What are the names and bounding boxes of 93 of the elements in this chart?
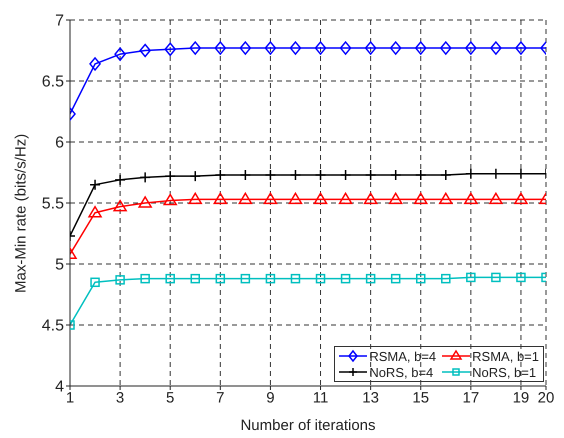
point bbox=[190, 274, 200, 284]
x-axis-title: Number of iterations bbox=[240, 417, 376, 434]
point bbox=[290, 274, 300, 284]
point bbox=[238, 192, 252, 204]
point bbox=[165, 274, 175, 284]
point bbox=[414, 192, 428, 204]
x-tick-label: 13 bbox=[362, 390, 379, 407]
point bbox=[440, 41, 452, 55]
point bbox=[139, 44, 151, 58]
point bbox=[264, 41, 276, 55]
y-tick-label: 4.5 bbox=[42, 318, 64, 335]
point bbox=[338, 192, 352, 204]
point bbox=[140, 274, 150, 284]
point bbox=[388, 192, 402, 204]
y-tick-label: 6 bbox=[55, 134, 64, 152]
x-tick-label: 9 bbox=[266, 390, 275, 407]
x-tick-label: 15 bbox=[412, 390, 430, 407]
point bbox=[316, 274, 326, 284]
point bbox=[114, 174, 126, 186]
point bbox=[264, 169, 276, 181]
point bbox=[489, 192, 503, 204]
point bbox=[290, 41, 302, 55]
x-tick-label: 1 bbox=[66, 390, 74, 407]
point bbox=[114, 47, 126, 61]
point bbox=[188, 192, 202, 204]
point bbox=[441, 274, 451, 284]
point bbox=[514, 192, 528, 204]
point bbox=[464, 192, 478, 204]
point bbox=[414, 41, 426, 55]
point bbox=[465, 41, 477, 55]
legend-label: NoRS, b=4 bbox=[369, 364, 434, 380]
point bbox=[214, 41, 226, 55]
legend-label: NoRS, b=1 bbox=[472, 364, 536, 380]
point bbox=[89, 57, 101, 71]
y-axis-title: Max-Min rate (bits/s/Hz) bbox=[12, 134, 30, 293]
x-tick-label: 5 bbox=[166, 390, 174, 407]
x-tick-label: 11 bbox=[312, 390, 328, 407]
point bbox=[364, 41, 376, 55]
legend-label: RSMA, b=1 bbox=[472, 348, 539, 364]
point bbox=[115, 275, 125, 285]
point bbox=[164, 42, 176, 56]
point bbox=[264, 192, 278, 204]
y-tick-label: 4 bbox=[55, 378, 64, 396]
point bbox=[516, 272, 526, 282]
point bbox=[314, 192, 328, 204]
point bbox=[88, 206, 102, 218]
point bbox=[414, 169, 426, 181]
x-tick-label: 17 bbox=[462, 390, 480, 407]
y-tick-label: 5.5 bbox=[42, 196, 64, 213]
point bbox=[288, 192, 302, 204]
point bbox=[314, 169, 326, 181]
point bbox=[314, 41, 326, 55]
point bbox=[240, 169, 252, 181]
x-tick-label: 19 bbox=[512, 390, 530, 407]
point bbox=[240, 274, 250, 284]
y-tick-label: 5 bbox=[55, 256, 64, 274]
y-tick-label: 6.5 bbox=[42, 74, 64, 91]
point bbox=[390, 41, 402, 55]
x-tick-label: 20 bbox=[538, 390, 554, 407]
point bbox=[416, 274, 426, 284]
point bbox=[164, 170, 176, 182]
point bbox=[466, 272, 476, 282]
point bbox=[89, 178, 101, 190]
point bbox=[163, 194, 177, 206]
point bbox=[340, 274, 350, 284]
point bbox=[515, 41, 527, 55]
point bbox=[190, 41, 202, 55]
point bbox=[491, 272, 501, 282]
point bbox=[266, 274, 276, 284]
x-tick-label: 3 bbox=[116, 390, 124, 407]
point bbox=[490, 41, 502, 55]
point bbox=[214, 169, 226, 181]
point bbox=[90, 278, 100, 288]
legend-label: RSMA, b=4 bbox=[369, 348, 436, 364]
point bbox=[364, 169, 376, 181]
point bbox=[439, 192, 453, 204]
point bbox=[364, 192, 378, 204]
point bbox=[290, 169, 302, 181]
point bbox=[138, 196, 152, 208]
point bbox=[216, 274, 226, 284]
point bbox=[139, 172, 151, 184]
point bbox=[340, 169, 352, 181]
x-tick-label: 7 bbox=[216, 390, 224, 407]
point bbox=[240, 41, 252, 55]
point bbox=[113, 200, 127, 212]
y-tick-label: 7 bbox=[55, 12, 64, 30]
point bbox=[190, 170, 202, 182]
point bbox=[440, 169, 452, 181]
point bbox=[340, 41, 352, 55]
point bbox=[390, 274, 400, 284]
point bbox=[366, 274, 376, 284]
point bbox=[390, 169, 402, 181]
point bbox=[214, 192, 228, 204]
